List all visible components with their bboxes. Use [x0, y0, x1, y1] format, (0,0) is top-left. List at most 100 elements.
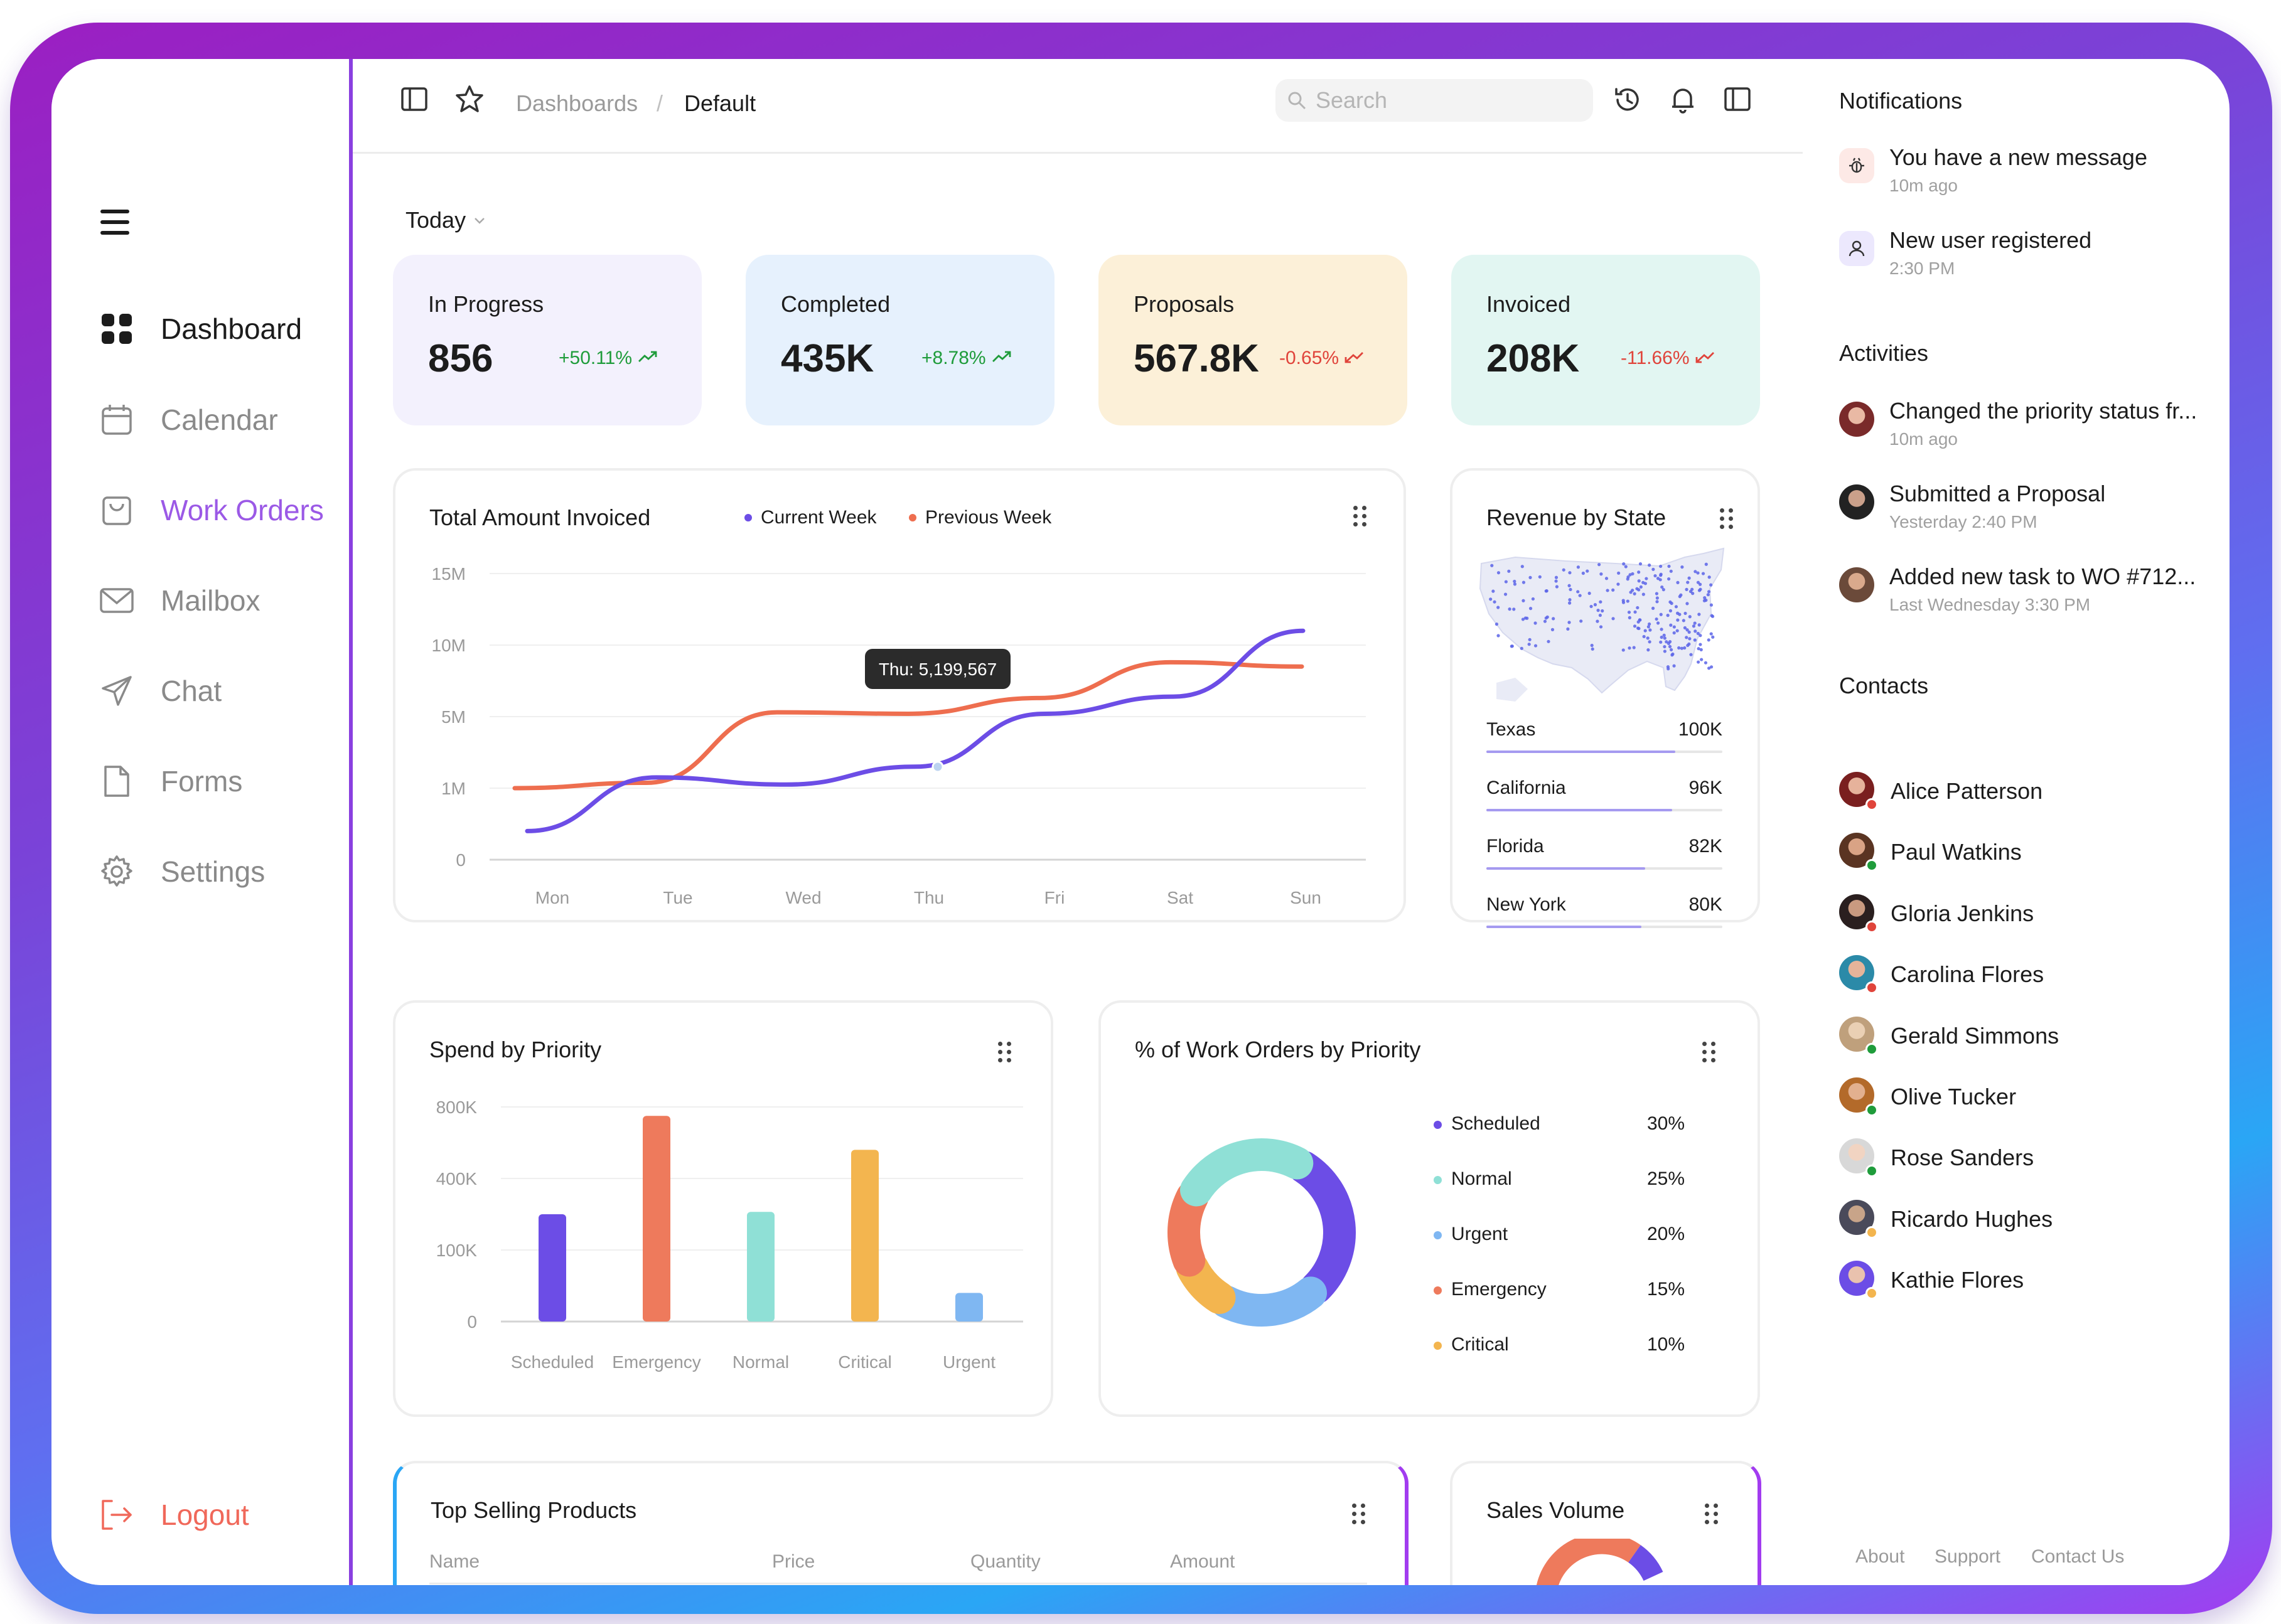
stat-card-completed[interactable]: Completed 435K +8.78%: [746, 255, 1055, 425]
map-dot: [1696, 571, 1700, 575]
column-header-quantity[interactable]: Quantity: [970, 1551, 1041, 1572]
footer-support-link[interactable]: Support: [1935, 1546, 2001, 1567]
x-tick-label: Normal: [733, 1352, 789, 1372]
map-dot: [1633, 610, 1637, 614]
star-icon[interactable]: [454, 84, 486, 115]
status-indicator: [1865, 1226, 1878, 1239]
activity-text: Added new task to WO #712...: [1889, 564, 2196, 589]
sidebar-item-calendar[interactable]: Calendar: [98, 401, 278, 439]
stat-delta: -0.65%: [1279, 348, 1365, 369]
stat-card-invoiced[interactable]: Invoiced 208K -11.66%: [1451, 255, 1760, 425]
legend-scheduled[interactable]: Scheduled 30%: [1434, 1112, 1685, 1137]
map-dot: [1520, 565, 1524, 569]
map-dot: [1676, 618, 1680, 622]
map-dot: [1626, 577, 1629, 581]
map-dot: [1566, 627, 1570, 631]
bell-icon[interactable]: [1668, 85, 1700, 117]
map-dot: [1704, 661, 1708, 665]
more-icon[interactable]: [1705, 1504, 1719, 1525]
column-header-amount[interactable]: Amount: [1170, 1551, 1235, 1572]
map-dot: [1495, 622, 1499, 626]
contact-name: Paul Watkins: [1891, 839, 2022, 865]
legend-emergency[interactable]: Emergency 15%: [1434, 1278, 1685, 1303]
sidebar-item-chat[interactable]: Chat: [98, 672, 222, 710]
map-dot: [1672, 631, 1676, 635]
panel-title: Sales Volume: [1486, 1497, 1625, 1523]
map-dot: [1688, 615, 1692, 619]
search-input[interactable]: Search: [1275, 79, 1593, 122]
x-tick-label: Wed: [785, 888, 821, 907]
map-dot: [1659, 564, 1663, 569]
legend-current-week[interactable]: Current Week: [744, 507, 877, 528]
map-dot: [1704, 562, 1708, 566]
period-label: Today: [405, 207, 466, 233]
menu-icon[interactable]: [100, 210, 129, 235]
map-dot: [1670, 653, 1674, 657]
sidebar-item-dashboard[interactable]: Dashboard: [98, 310, 302, 348]
x-tick-label: Sun: [1290, 888, 1321, 907]
panel-title: % of Work Orders by Priority: [1135, 1037, 1421, 1062]
period-dropdown[interactable]: Today: [405, 207, 486, 233]
app-window: Dashboard Calendar Work Orders Mailbox C…: [51, 59, 2230, 1585]
legend-urgent[interactable]: Urgent 20%: [1434, 1222, 1685, 1247]
donut-chart: [1167, 1138, 1356, 1327]
map-dot: [1597, 563, 1601, 567]
status-indicator: [1865, 920, 1878, 933]
more-icon[interactable]: [1353, 506, 1367, 527]
trend-down-icon: [1695, 352, 1714, 363]
logout-icon: [98, 1496, 136, 1534]
contact-name: Carolina Flores: [1891, 961, 2044, 988]
map-dot: [1660, 628, 1663, 631]
state-value: 80K: [1688, 894, 1722, 915]
avatar: [1839, 402, 1874, 437]
stat-card-proposals[interactable]: Proposals 567.8K -0.65%: [1098, 255, 1407, 425]
map-dot: [1528, 575, 1532, 579]
column-header-price[interactable]: Price: [772, 1551, 815, 1572]
more-icon[interactable]: [1720, 508, 1734, 530]
legend-previous-week[interactable]: Previous Week: [909, 507, 1051, 528]
map-dot: [1648, 628, 1652, 632]
panel-toggle-icon[interactable]: [1724, 85, 1755, 117]
legend-normal[interactable]: Normal 25%: [1434, 1167, 1685, 1192]
line-chart: 15M 10M 5M 1M 0 Mon Tue Wed Thu Fri Sat Sun Thu: 5,1…: [432, 564, 1366, 907]
revenue-by-state-panel: Revenue by State Texas 100K California 9…: [1450, 468, 1760, 928]
map-dot: [1659, 640, 1663, 644]
sidebar-item-work-orders[interactable]: Work Orders: [98, 491, 324, 529]
activity-text: Changed the priority status fr...: [1889, 398, 2198, 424]
sidebar-item-forms[interactable]: Forms: [98, 762, 242, 800]
legend-critical[interactable]: Critical 10%: [1434, 1333, 1685, 1358]
history-icon[interactable]: [1613, 85, 1645, 117]
map-dot: [1648, 640, 1651, 644]
logout-button[interactable]: Logout: [98, 1496, 249, 1534]
activity-time: Last Wednesday 3:30 PM: [1889, 595, 2091, 614]
column-header-name[interactable]: Name: [429, 1551, 480, 1572]
sidebar-item-settings[interactable]: Settings: [98, 853, 265, 890]
map-dot: [1689, 653, 1693, 656]
map-dot: [1653, 574, 1657, 578]
map-dot: [1578, 594, 1582, 597]
map-dot: [1697, 623, 1701, 627]
footer-about-link[interactable]: About: [1855, 1546, 1905, 1567]
state-value: 96K: [1688, 777, 1722, 798]
map-dot: [1631, 589, 1634, 592]
map-dot: [1699, 587, 1702, 591]
map-dot: [1709, 583, 1713, 587]
sidebar-item-mailbox[interactable]: Mailbox: [98, 582, 260, 619]
x-tick-label: Tue: [663, 888, 692, 907]
tooltip-text: Thu: 5,199,567: [879, 660, 997, 679]
more-icon[interactable]: [998, 1042, 1012, 1063]
map-dot: [1693, 621, 1697, 625]
map-dot: [1707, 590, 1711, 594]
map-dot: [1611, 588, 1615, 592]
breadcrumb-root[interactable]: Dashboards: [516, 90, 638, 116]
more-icon[interactable]: [1702, 1042, 1716, 1063]
status-indicator: [1865, 1165, 1878, 1178]
stat-delta: +8.78%: [921, 348, 1012, 369]
tooltip-box: [865, 649, 1011, 689]
y-tick-label: 400K: [436, 1169, 478, 1189]
map-dot: [1522, 580, 1526, 584]
sidebar-toggle-icon[interactable]: [400, 85, 432, 117]
footer-contact-link[interactable]: Contact Us: [2031, 1546, 2125, 1567]
stat-card-in-progress[interactable]: In Progress 856 +50.11%: [393, 255, 702, 425]
more-icon[interactable]: [1352, 1504, 1366, 1525]
